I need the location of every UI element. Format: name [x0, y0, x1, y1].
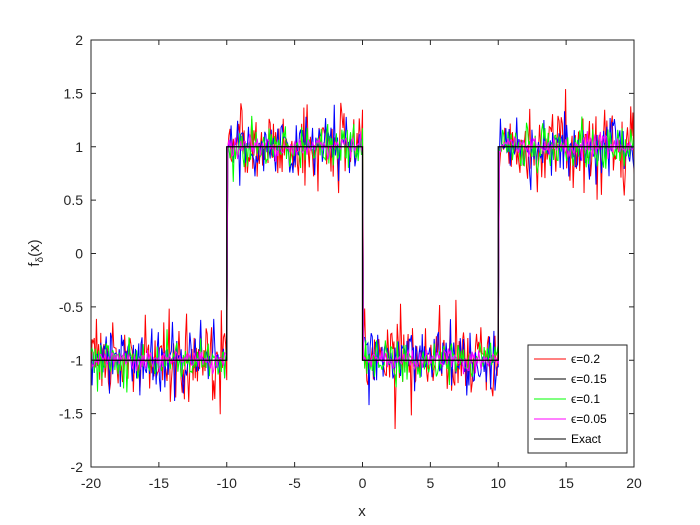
- exact-layer: [91, 146, 634, 361]
- x-axis-label: x: [358, 503, 366, 520]
- x-tick-label: -5: [288, 475, 301, 491]
- y-tick-label: 2: [75, 32, 83, 48]
- legend-label: ϵ=0.1: [571, 392, 600, 406]
- y-tick-label: 0: [75, 246, 83, 262]
- legend-label: Exact: [571, 432, 602, 446]
- x-tick-label: -15: [149, 475, 169, 491]
- x-tick-label: 20: [626, 475, 642, 491]
- x-tick-label: -20: [81, 475, 101, 491]
- exact-line: [91, 146, 634, 361]
- x-tick-label: -10: [217, 475, 237, 491]
- legend-label: ϵ=0.05: [571, 412, 607, 426]
- y-tick-label: -1: [71, 352, 84, 368]
- y-axis-label-suffix: (x): [26, 239, 43, 257]
- y-tick-label: 1: [75, 139, 83, 155]
- tick-layer: -20 -15 -10 -5 0 5 10 15 20 -2 -1.5 -1 -0.5 0 0.5 1 1.5 2: [59, 32, 642, 491]
- y-tick-label: 0.5: [64, 192, 84, 208]
- legend-label: ϵ=0.15: [571, 372, 607, 386]
- y-axis-label: fδ(x): [26, 239, 46, 266]
- y-axis-label-subscript: δ: [35, 256, 46, 262]
- legend: ϵ=0.2 ϵ=0.15 ϵ=0.1 ϵ=0.05 Exact: [527, 344, 628, 454]
- x-tick-label: 15: [558, 475, 574, 491]
- y-tick-label: 1.5: [64, 85, 84, 101]
- x-tick-label: 5: [426, 475, 434, 491]
- y-tick-label: -2: [71, 459, 84, 475]
- y-tick-label: -1.5: [59, 406, 83, 422]
- x-tick-label: 10: [490, 475, 506, 491]
- legend-label: ϵ=0.2: [571, 352, 600, 366]
- y-tick-label: -0.5: [59, 299, 83, 315]
- y-axis-label-main: f: [26, 262, 43, 267]
- x-tick-label: 0: [359, 475, 367, 491]
- series-line-3: [90, 115, 635, 393]
